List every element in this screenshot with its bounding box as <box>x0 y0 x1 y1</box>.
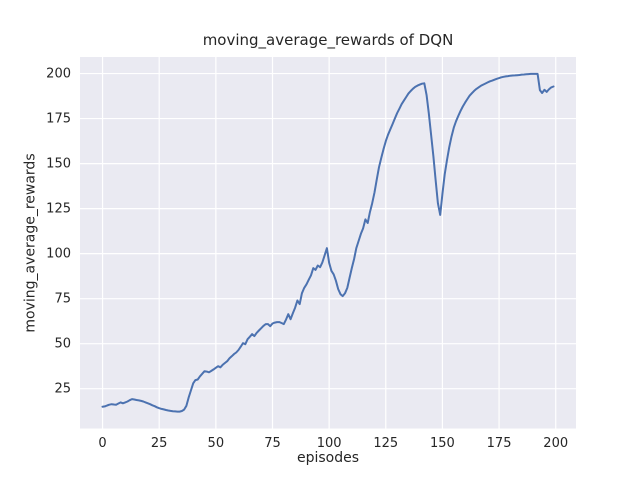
x-axis-label: episodes <box>296 450 360 466</box>
y-tick-label: 175 <box>46 111 71 127</box>
y-tick-label: 125 <box>46 201 71 217</box>
x-tick-label: 100 <box>316 436 342 451</box>
x-tick-label: 175 <box>486 436 512 451</box>
chart-title: moving_average_rewards of DQN <box>202 31 454 49</box>
y-tick-label: 150 <box>46 156 71 172</box>
axes-background <box>80 57 576 429</box>
x-tick-label: 200 <box>543 436 569 451</box>
x-tick-label: 0 <box>98 436 107 451</box>
x-tick-label: 125 <box>373 436 399 451</box>
reward-line <box>101 72 555 413</box>
y-tick-label: 200 <box>46 66 71 82</box>
y-tick-label: 25 <box>54 381 71 397</box>
y-tick-label: 50 <box>54 336 71 352</box>
x-tick-label: 50 <box>207 436 225 451</box>
x-tick-label: 25 <box>150 436 168 451</box>
y-tick-label: 75 <box>54 291 71 307</box>
y-tick-label: 100 <box>46 246 71 262</box>
x-tick-label: 75 <box>264 436 281 451</box>
x-tick-label: 150 <box>430 436 455 451</box>
